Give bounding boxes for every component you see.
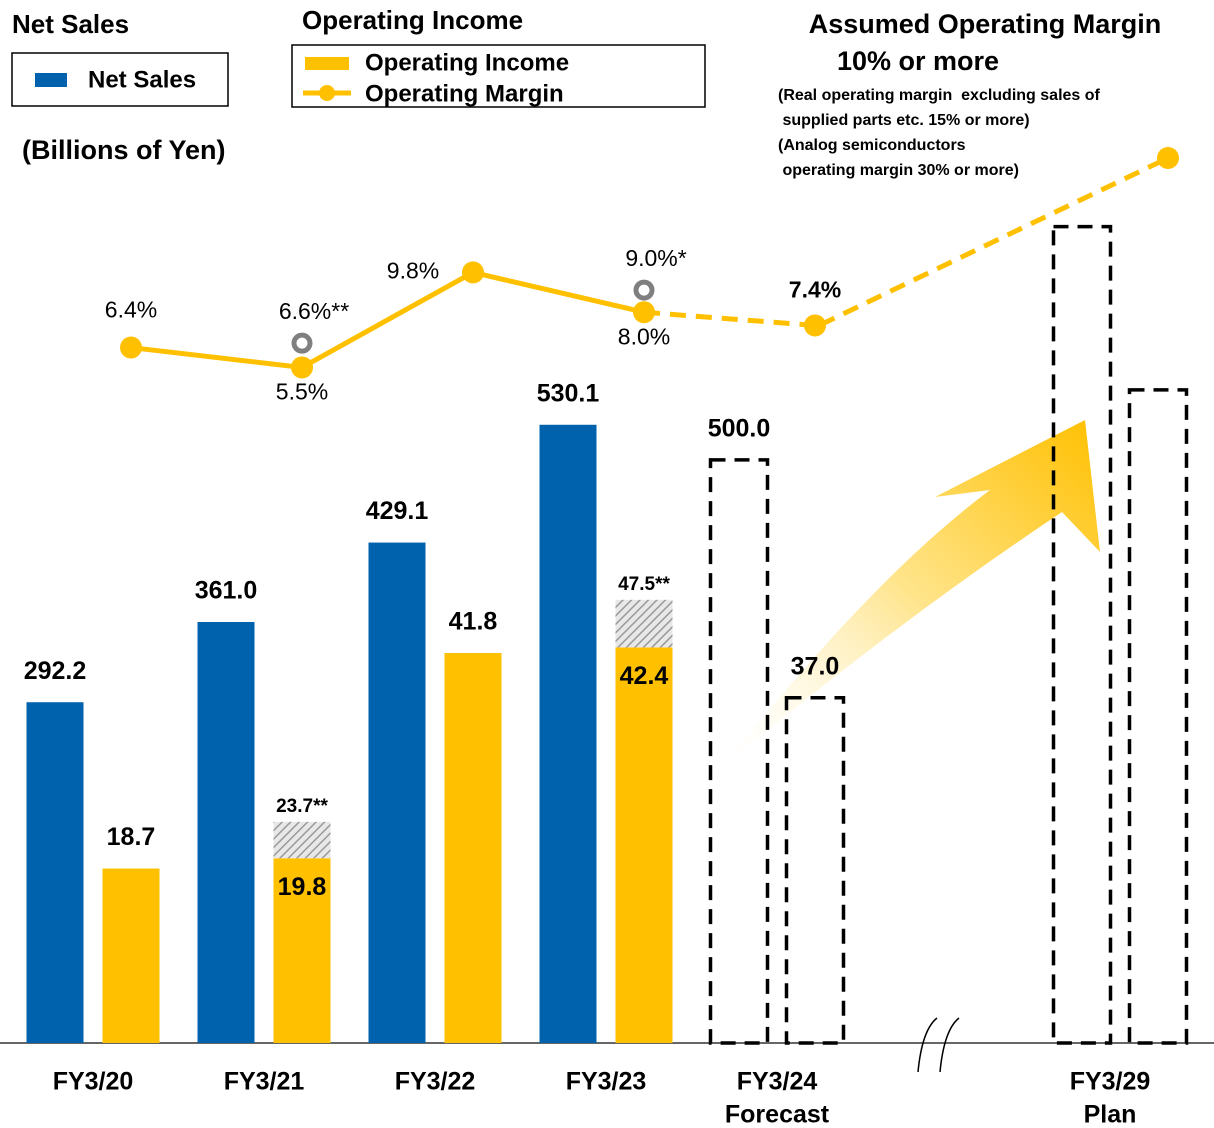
value-label: 9.8% <box>387 257 439 283</box>
unit-label: (Billions of Yen) <box>22 135 226 165</box>
value-label: 42.4 <box>620 662 669 690</box>
value-label: 429.1 <box>366 497 429 525</box>
sales-bar <box>1051 224 1113 1045</box>
income-bar <box>1127 388 1189 1045</box>
annotation: operating margin 30% or more) <box>778 162 1019 179</box>
income-bar <box>102 868 160 1043</box>
x-tick-label: Plan <box>1084 1101 1137 1128</box>
sales-bar <box>539 424 597 1043</box>
income-bar <box>615 647 673 1043</box>
legend-box <box>11 52 229 107</box>
value-label: 18.7 <box>107 823 156 851</box>
annotation: (Real operating margin excluding sales o… <box>778 87 1101 104</box>
annotation: (Analog semiconductors <box>778 137 966 154</box>
growth-arrow <box>725 420 1100 765</box>
annotation: 10% or more <box>837 46 999 76</box>
value-label: 6.4% <box>105 297 157 323</box>
value-label: 361.0 <box>195 577 258 605</box>
margin-line <box>130 269 645 371</box>
income-bar <box>444 653 502 1043</box>
legend-swatch <box>35 73 67 87</box>
legend-label: Net Sales <box>88 66 196 93</box>
target-marker <box>1157 147 1179 169</box>
value-label: 47.5** <box>618 574 670 595</box>
adjusted-margin-marker <box>633 279 655 301</box>
sales-bar <box>26 702 84 1043</box>
value-label: 9.0%* <box>625 245 686 271</box>
x-tick-label: FY3/29 <box>1070 1068 1151 1096</box>
margin-marker <box>633 301 655 324</box>
value-label: 41.8 <box>449 608 498 636</box>
annotation: supplied parts etc. 15% or more) <box>778 112 1030 129</box>
income-bar <box>784 696 846 1045</box>
margin-marker <box>120 336 142 359</box>
target-line <box>818 155 1170 328</box>
legend-box <box>291 44 706 108</box>
x-tick-label: FY3/20 <box>53 1068 134 1096</box>
value-label: 530.1 <box>537 379 600 407</box>
margin-line <box>643 309 816 328</box>
x-tick-label: FY3/23 <box>566 1068 647 1096</box>
legend-swatch <box>305 57 349 70</box>
margin-marker <box>804 314 826 337</box>
value-label: 23.7** <box>276 796 328 817</box>
legend-title: Net Sales <box>12 9 129 39</box>
value-label: 500.0 <box>708 414 771 442</box>
adjusted-margin-marker <box>291 332 313 354</box>
value-label: 6.6%** <box>279 298 349 324</box>
legend-label: Operating Margin <box>365 80 564 107</box>
income-bar <box>273 858 331 1043</box>
sales-bar <box>368 542 426 1043</box>
sales-bar <box>197 621 255 1043</box>
sales-bar <box>708 458 770 1045</box>
adjusted-income <box>615 599 673 648</box>
x-tick-label: FY3/24 <box>737 1068 818 1096</box>
value-label: 37.0 <box>791 652 840 680</box>
axis-break <box>939 1017 960 1073</box>
margin-marker <box>462 261 484 284</box>
x-tick-label: FY3/21 <box>224 1068 305 1096</box>
legend-marker <box>319 85 335 101</box>
value-label: 292.2 <box>24 657 87 685</box>
value-label: 19.8 <box>278 873 327 901</box>
adjusted-income <box>273 821 331 859</box>
margin-marker <box>291 356 313 379</box>
x-tick-label: Forecast <box>725 1101 830 1128</box>
axis-break <box>917 1017 938 1073</box>
value-label: 5.5% <box>276 379 328 405</box>
value-label: 8.0% <box>618 323 670 349</box>
legend-label: Operating Income <box>365 49 569 76</box>
x-tick-label: FY3/22 <box>395 1068 476 1096</box>
annotation: Assumed Operating Margin <box>809 9 1162 39</box>
legend-title: Operating Income <box>302 5 523 35</box>
value-label: 7.4% <box>789 277 841 303</box>
